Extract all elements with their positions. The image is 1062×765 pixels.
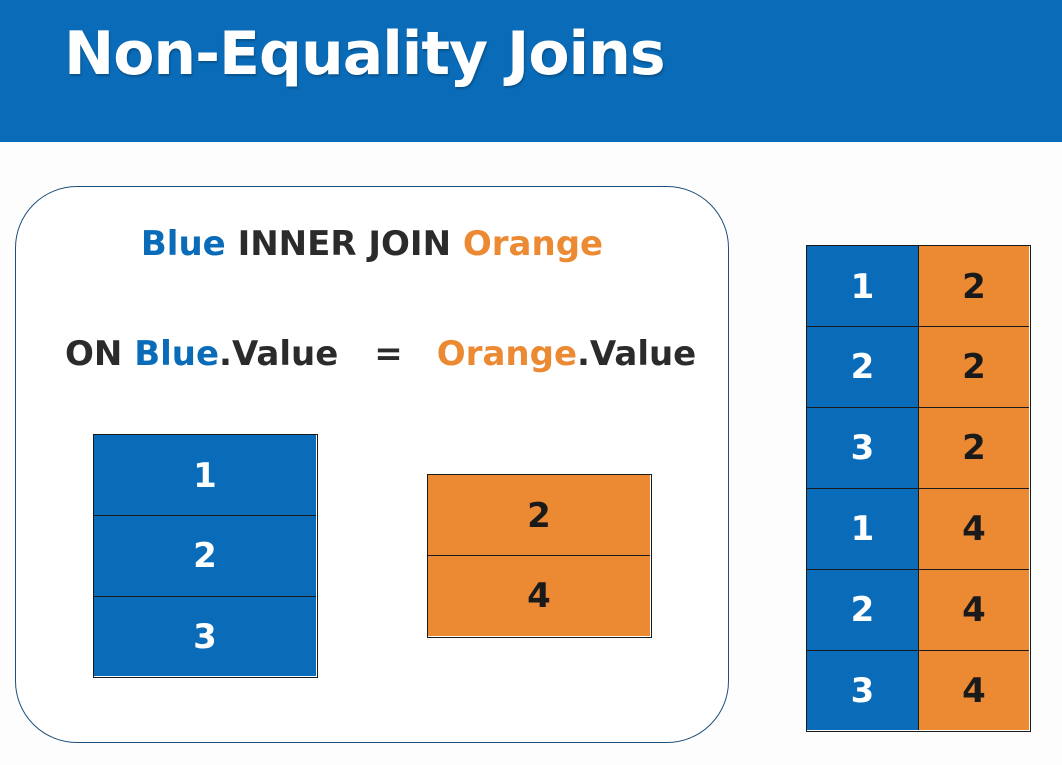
result-blue-cell: 1 <box>807 488 918 569</box>
result-orange-cell: 2 <box>918 407 1029 488</box>
page-title: Non-Equality Joins <box>64 19 666 89</box>
join-left-table: Blue <box>140 224 226 264</box>
on-left-field: .Value <box>219 334 339 374</box>
on-left-table: Blue <box>134 334 220 374</box>
join-keyword: INNER JOIN <box>225 224 463 264</box>
result-blue-cell: 2 <box>807 569 918 650</box>
on-keyword: ON <box>65 334 135 374</box>
header-bar: Non-Equality Joins <box>0 0 1062 142</box>
on-operator: = <box>374 334 403 374</box>
join-right-table: Orange <box>462 224 604 264</box>
orange-table-row: 2 <box>428 475 650 556</box>
result-table: 1 2 2 2 3 2 1 4 2 4 3 4 <box>806 245 1031 732</box>
result-orange-cell: 4 <box>918 488 1029 569</box>
result-blue-cell: 3 <box>807 650 918 730</box>
blue-table-row: 2 <box>94 515 316 596</box>
result-orange-cell: 4 <box>918 569 1029 650</box>
blue-table: 1 2 3 <box>93 434 318 678</box>
on-right-table: Orange <box>436 334 577 374</box>
blue-table-row: 1 <box>94 435 316 516</box>
result-orange-cell: 2 <box>918 246 1029 327</box>
result-blue-cell: 2 <box>807 326 918 407</box>
result-blue-cell: 1 <box>807 246 918 327</box>
on-right-field: .Value <box>577 334 697 374</box>
result-blue-cell: 3 <box>807 407 918 488</box>
join-statement: Blue INNER JOIN Orange <box>15 224 729 264</box>
result-orange-cell: 4 <box>918 650 1029 730</box>
blue-table-row: 3 <box>94 596 316 676</box>
result-orange-cell: 2 <box>918 326 1029 407</box>
orange-table: 2 4 <box>427 474 652 638</box>
on-clause: ON Blue.Value = Orange.Value <box>65 334 696 374</box>
orange-table-row: 4 <box>428 555 650 636</box>
